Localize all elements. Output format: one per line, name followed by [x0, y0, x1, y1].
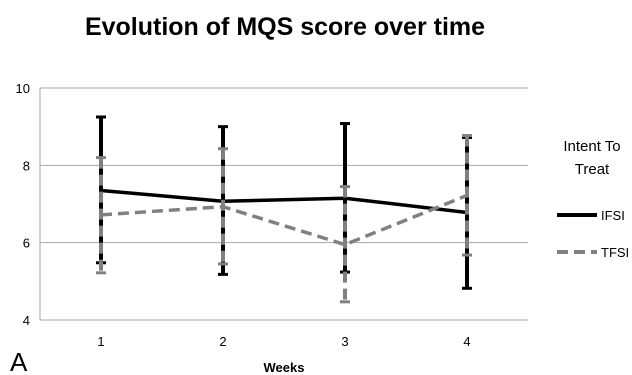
y-tick-label: 6 — [23, 236, 30, 251]
y-tick-label: 10 — [16, 81, 30, 96]
x-tick-label: 3 — [341, 334, 348, 349]
y-tick-label: 4 — [23, 313, 30, 328]
x-tick-label: 1 — [97, 334, 104, 349]
series-tfsi — [96, 134, 472, 304]
legend-label-tfsi: TFSI — [601, 245, 629, 260]
x-axis-label: Weeks — [264, 360, 305, 375]
x-tick-labels: 1 2 3 4 — [97, 334, 470, 349]
gridlines — [39, 87, 528, 321]
chart-title: Evolution of MQS score over time — [85, 13, 485, 41]
legend: Intent To Treat IFSI TFSI — [557, 138, 629, 260]
series-layer — [96, 115, 472, 304]
panel-label: A — [10, 347, 28, 375]
y-tick-labels: 4 6 8 10 — [16, 81, 30, 328]
x-tick-label: 2 — [219, 334, 226, 349]
series-ifsi — [96, 115, 472, 290]
legend-title-line-2: Treat — [575, 161, 610, 178]
legend-label-ifsi: IFSI — [601, 208, 625, 223]
legend-title-line-1: Intent To — [563, 138, 620, 155]
x-tick-label: 4 — [463, 334, 470, 349]
series-line-ifsi — [100, 188, 468, 215]
series-line-tfsi — [100, 193, 468, 247]
y-tick-label: 8 — [23, 158, 30, 173]
